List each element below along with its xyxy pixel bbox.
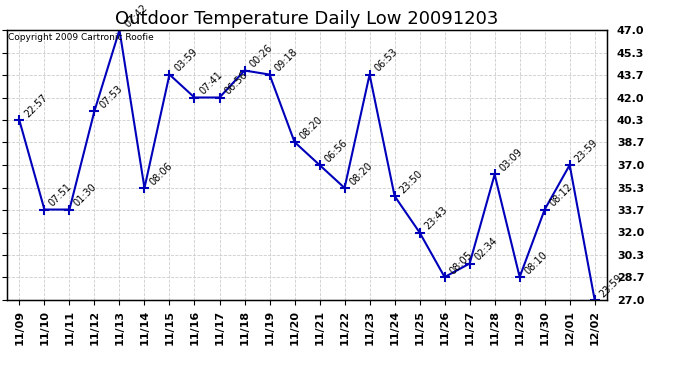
Text: 03:09: 03:09 [497, 147, 524, 174]
Text: 03:59: 03:59 [172, 47, 199, 74]
Text: 07:51: 07:51 [47, 182, 74, 209]
Text: 23:43: 23:43 [422, 205, 449, 232]
Text: 08:20: 08:20 [347, 160, 374, 187]
Text: 06:53: 06:53 [373, 47, 399, 74]
Text: 00:26: 00:26 [247, 43, 274, 70]
Text: 08:06: 08:06 [147, 160, 174, 187]
Text: 01:30: 01:30 [72, 182, 99, 209]
Text: 23:59: 23:59 [598, 272, 624, 299]
Text: 23:50: 23:50 [397, 168, 424, 195]
Text: 08:12: 08:12 [547, 182, 574, 209]
Text: 22:57: 22:57 [22, 93, 49, 120]
Text: 08:05: 08:05 [447, 249, 474, 276]
Text: 07:42: 07:42 [122, 2, 149, 29]
Title: Outdoor Temperature Daily Low 20091203: Outdoor Temperature Daily Low 20091203 [115, 10, 499, 28]
Text: 06:56: 06:56 [222, 70, 249, 97]
Text: Copyright 2009 Cartronic Roofie: Copyright 2009 Cartronic Roofie [8, 33, 153, 42]
Text: 08:20: 08:20 [297, 114, 324, 141]
Text: 08:10: 08:10 [522, 250, 549, 276]
Text: 06:56: 06:56 [322, 138, 349, 164]
Text: 07:53: 07:53 [97, 83, 124, 110]
Text: 09:18: 09:18 [273, 47, 299, 74]
Text: 23:59: 23:59 [573, 137, 600, 164]
Text: 02:34: 02:34 [473, 236, 499, 263]
Text: 07:41: 07:41 [197, 70, 224, 97]
